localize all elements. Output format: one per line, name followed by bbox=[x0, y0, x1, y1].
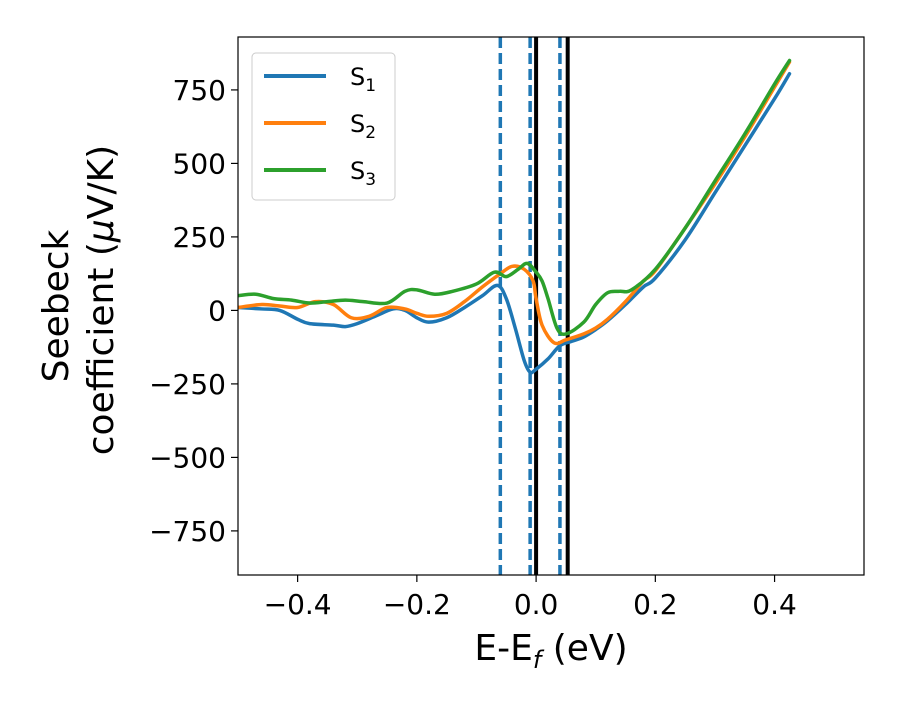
legend-box bbox=[251, 52, 396, 201]
y-tick-label: −750 bbox=[149, 515, 226, 548]
y-tick-label: 0 bbox=[208, 294, 226, 327]
y-axis-ticks: −750 −500 −250 0 250 500 750 bbox=[149, 74, 238, 548]
x-tick-label: 0.2 bbox=[633, 588, 678, 621]
y-tick-label: 750 bbox=[173, 74, 226, 107]
series-lines bbox=[238, 58, 792, 375]
x-tick-label: −0.2 bbox=[383, 588, 451, 621]
x-tick-label: 0.0 bbox=[514, 588, 559, 621]
x-axis-label: E-Ef (eV) bbox=[474, 628, 627, 674]
legend-label-s3: S3 bbox=[350, 157, 376, 190]
y-axis-label: Seebeck coefficient (μV/K) bbox=[36, 145, 122, 455]
y-tick-label: 250 bbox=[173, 221, 226, 254]
legend-label-s2: S2 bbox=[350, 110, 376, 143]
series-line-s1 bbox=[238, 72, 792, 375]
y-axis-label-line2: coefficient (μV/K) bbox=[81, 145, 122, 455]
legend: S1 S2 S3 bbox=[251, 52, 396, 201]
x-tick-label: −0.4 bbox=[264, 588, 332, 621]
y-tick-label: −500 bbox=[149, 441, 226, 474]
series-line-s3 bbox=[238, 58, 792, 337]
y-axis-label-line1: Seebeck bbox=[36, 229, 77, 382]
x-tick-label: 0.4 bbox=[752, 588, 797, 621]
legend-label-s1: S1 bbox=[350, 63, 376, 96]
y-tick-label: 500 bbox=[173, 147, 226, 180]
y-tick-label: −250 bbox=[149, 368, 226, 401]
x-axis-ticks: −0.4 −0.2 0.0 0.2 0.4 bbox=[264, 575, 797, 621]
plot-area-frame bbox=[237, 36, 865, 576]
